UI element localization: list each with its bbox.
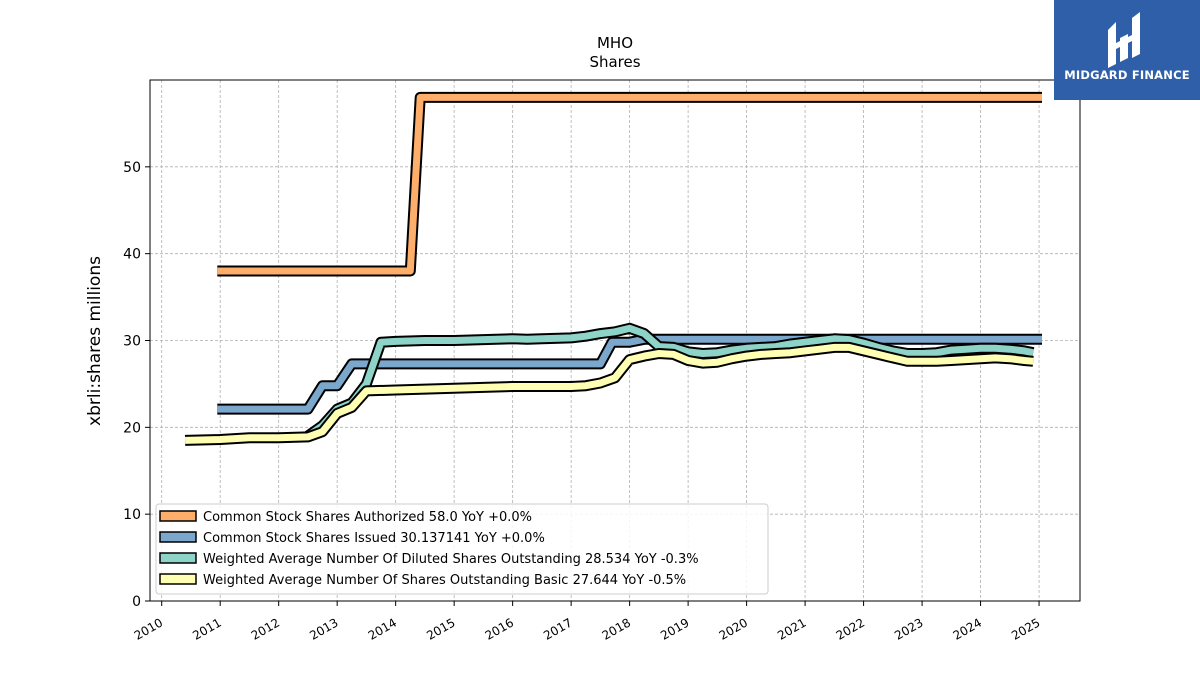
x-tick-label: 2013	[307, 615, 340, 642]
y-tick-label: 40	[123, 247, 141, 263]
chart-title: MHO	[597, 34, 633, 52]
plot-frame	[149, 79, 1081, 602]
y-axis-label: xbrli:shares millions	[85, 256, 105, 426]
legend-box	[155, 503, 769, 595]
x-tick-label: 2020	[717, 615, 750, 642]
legend-swatch	[159, 552, 197, 564]
y-tick-label: 20	[123, 420, 141, 436]
legend-swatch	[159, 510, 197, 522]
brand-logo: MIDGARD FINANCE	[1054, 0, 1200, 100]
x-tick-label: 2010	[132, 615, 165, 642]
logo-text: MIDGARD FINANCE	[1064, 68, 1190, 82]
legend-label: Common Stock Shares Issued 30.137141 YoY…	[203, 531, 545, 546]
legend-swatch	[159, 531, 197, 543]
legend-label: Weighted Average Number Of Shares Outsta…	[203, 573, 686, 588]
x-tick-label: 2021	[775, 615, 808, 642]
series-line	[217, 93, 1042, 275]
x-tick-label: 2016	[483, 615, 516, 642]
x-tick-label: 2022	[834, 615, 867, 642]
y-tick-label: 30	[123, 334, 141, 350]
y-tick-label: 10	[123, 507, 141, 523]
legend: Common Stock Shares Authorized 58.0 YoY …	[155, 503, 769, 595]
x-tick-label: 2014	[366, 615, 399, 642]
series-line	[185, 343, 1034, 444]
x-tick-label: 2015	[424, 615, 457, 642]
x-tick-label: 2012	[249, 615, 282, 642]
chart-subtitle: Shares	[589, 53, 640, 71]
x-tick-label: 2017	[541, 615, 574, 642]
y-tick-label: 0	[132, 594, 141, 610]
x-tick-label: 2025	[1009, 615, 1042, 642]
series-line	[305, 324, 1034, 439]
series-line-outline	[217, 91, 1042, 277]
legend-swatch	[159, 573, 197, 585]
x-tick-label: 2019	[658, 615, 691, 642]
y-tick-label: 50	[123, 160, 141, 176]
x-tick-label: 2018	[600, 615, 633, 642]
series-line	[217, 335, 1042, 413]
legend-label: Weighted Average Number Of Diluted Share…	[203, 552, 699, 567]
x-tick-label: 2023	[892, 615, 925, 642]
series-lines	[184, 91, 1042, 446]
midgard-logo-icon	[1108, 12, 1140, 68]
x-tick-label: 2024	[951, 615, 984, 642]
x-tick-label: 2011	[190, 615, 223, 642]
legend-label: Common Stock Shares Authorized 58.0 YoY …	[203, 510, 532, 525]
